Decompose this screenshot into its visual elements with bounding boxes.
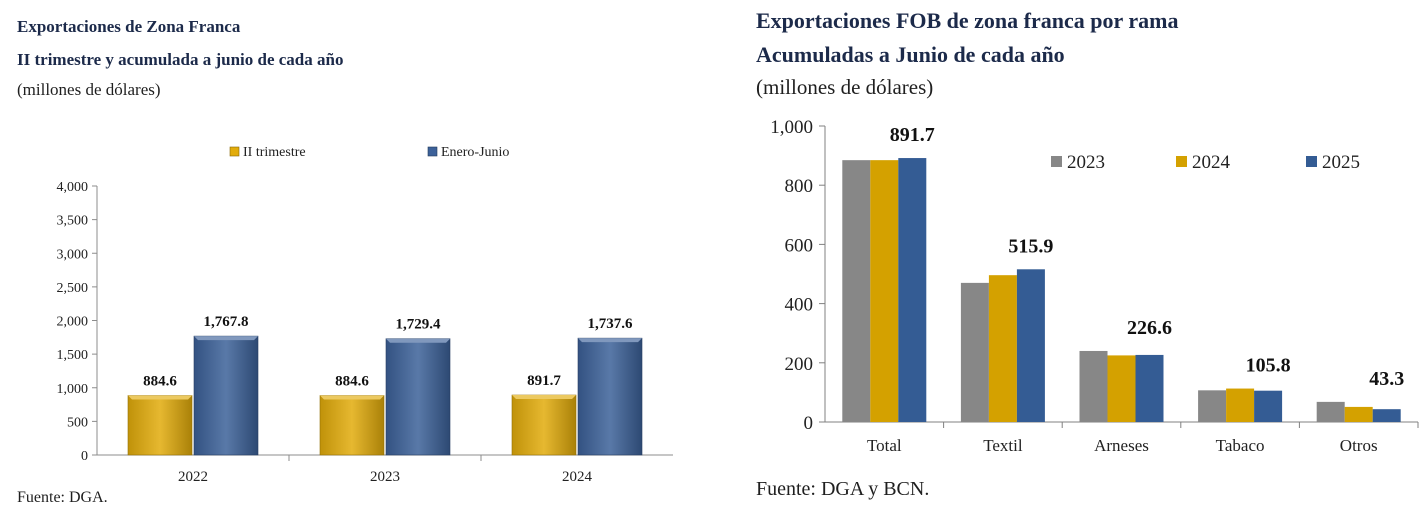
legend-swatch (427, 146, 438, 157)
legend-label: 2023 (1067, 152, 1105, 173)
bar-2024-otros (1344, 406, 1373, 422)
data-label: 1,737.6 (588, 316, 634, 332)
x-category-label: 2023 (370, 469, 400, 485)
left-bar-chart: 0 500 1,000 1,500 2,000 2,500 3,000 3,500 4,000 2… (57, 145, 673, 485)
data-label: 43.3 (1369, 368, 1404, 390)
left-chart-title: Exportaciones de Zona Franca (17, 17, 241, 36)
bar-2024-arneses (1107, 355, 1136, 422)
y-tick-label: 1,500 (57, 348, 89, 363)
x-category-label: Textil (983, 436, 1023, 455)
y-tick-label: 200 (785, 354, 814, 375)
y-tick-label: 2,000 (57, 315, 89, 330)
y-tick-label: 0 (81, 449, 88, 464)
x-category-label: 2024 (562, 469, 593, 485)
y-tick-label: 600 (785, 235, 814, 256)
y-tick-label: 1,000 (770, 117, 813, 138)
y-tick-label: 3,000 (57, 247, 89, 262)
left-chart-subtitle: II trimestre y acumulada a junio de cada… (17, 50, 344, 69)
right-chart-units: (millones de dólares) (756, 75, 934, 99)
data-label: 884.6 (335, 374, 369, 390)
data-label: 891.7 (890, 124, 935, 146)
bar-2025-textil (1016, 269, 1045, 422)
data-label: 891.7 (527, 373, 561, 389)
bar-2024-textil (988, 275, 1017, 422)
y-tick-label: 3,500 (57, 214, 89, 229)
legend-label: II trimestre (243, 145, 306, 160)
bar-2023-tabaco (1198, 390, 1227, 422)
bar-enero-junio-2023 (385, 338, 451, 456)
bar-2025-arneses (1135, 354, 1164, 422)
x-category-label: Total (867, 436, 902, 455)
right-chart-title: Exportaciones FOB de zona franca por ram… (756, 8, 1179, 33)
legend-swatch (229, 146, 240, 157)
data-label: 105.8 (1246, 355, 1291, 377)
y-tick-label: 2,500 (57, 281, 89, 296)
y-tick-label: 500 (67, 415, 88, 430)
bar-top-face (194, 336, 258, 341)
bar-ii-trimestre-2023 (319, 395, 385, 456)
data-label: 226.6 (1127, 317, 1172, 339)
y-tick-label: 4,000 (57, 180, 89, 195)
bar-top-face (320, 395, 384, 400)
bar-enero-junio-2022 (193, 335, 259, 456)
legend-swatch (1176, 156, 1187, 167)
legend-label: 2025 (1322, 152, 1360, 173)
bar-2024-tabaco (1226, 388, 1255, 422)
x-category-label: Tabaco (1216, 436, 1265, 455)
bar-ii-trimestre-2024 (511, 394, 577, 456)
y-tick-label: 400 (785, 295, 814, 316)
right-chart-subtitle: Acumuladas a Junio de cada año (756, 42, 1065, 67)
x-category-label: Arneses (1094, 436, 1149, 455)
data-label: 515.9 (1008, 235, 1053, 257)
bar-2025-otros (1372, 409, 1401, 422)
data-label: 1,767.8 (204, 314, 249, 330)
y-tick-label: 0 (804, 413, 814, 434)
bar-2023-otros (1316, 401, 1345, 422)
left-chart-panel: Exportaciones de Zona Franca II trimestr… (0, 0, 700, 513)
bar-top-face (128, 395, 192, 400)
right-chart-panel: Exportaciones FOB de zona franca por ram… (740, 0, 1426, 513)
bar-top-face (578, 338, 642, 343)
x-category-label: 2022 (178, 469, 208, 485)
bar-2025-total (898, 158, 927, 422)
bar-top-face (386, 338, 450, 343)
right-chart-source: Fuente: DGA y BCN. (756, 478, 930, 500)
data-label: 884.6 (143, 374, 177, 390)
bar-2024-total (870, 160, 899, 423)
legend-swatch (1306, 156, 1317, 167)
bar-2023-arneses (1079, 350, 1108, 422)
bar-top-face (512, 395, 576, 400)
right-bar-chart: 0 200 400 600 800 1,000 Total 891.7 Textil 515.9 A… (770, 117, 1419, 455)
y-tick-label: 1,000 (57, 382, 89, 397)
bar-2023-total (842, 160, 871, 423)
bar-enero-junio-2024 (577, 337, 643, 456)
bar-ii-trimestre-2022 (127, 395, 193, 456)
legend-label: 2024 (1192, 152, 1231, 173)
data-label: 1,729.4 (396, 317, 442, 333)
y-tick-label: 800 (785, 176, 814, 197)
bar-2023-textil (960, 282, 989, 422)
left-chart-units: (millones de dólares) (17, 80, 161, 99)
x-category-label: Otros (1340, 436, 1378, 455)
bar-2025-tabaco (1254, 390, 1283, 422)
legend-swatch (1051, 156, 1062, 167)
legend-label: Enero-Junio (441, 145, 509, 160)
left-chart-source: Fuente: DGA. (17, 489, 108, 506)
